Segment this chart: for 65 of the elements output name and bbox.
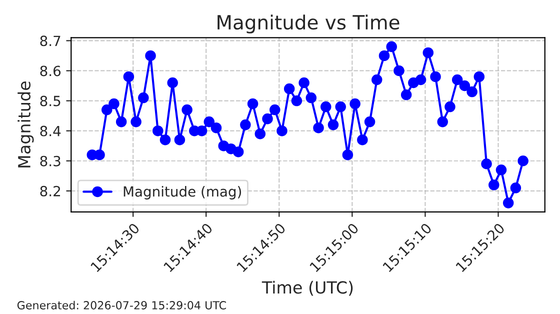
point [357, 134, 368, 146]
point [518, 155, 528, 166]
y-axis-title: Magnitude [18, 82, 34, 168]
point [108, 98, 120, 110]
point [291, 95, 302, 106]
y-tick-label: 8.2 [40, 186, 60, 196]
point [510, 182, 522, 194]
point [160, 134, 171, 146]
point [430, 71, 441, 82]
point [386, 41, 397, 52]
point [123, 71, 134, 82]
point [298, 77, 310, 88]
y-tick-label: 8.6 [40, 66, 61, 76]
point [437, 116, 448, 128]
point [342, 149, 354, 160]
point [481, 158, 492, 170]
point [145, 50, 156, 62]
point [320, 101, 332, 112]
point [452, 74, 463, 86]
point [254, 128, 266, 140]
point [204, 116, 215, 128]
point [335, 101, 346, 112]
point [116, 116, 127, 128]
point [167, 77, 178, 88]
y-tick-label: 8.5 [40, 96, 60, 106]
point [502, 198, 514, 208]
y-tick-label: 8.3 [40, 156, 60, 166]
point [364, 116, 376, 128]
point [422, 47, 434, 58]
point [232, 146, 244, 158]
point [474, 71, 485, 82]
point [276, 125, 288, 136]
point [488, 180, 500, 190]
point [269, 104, 280, 116]
y-tick-label: 8.7 [40, 36, 60, 46]
point [394, 65, 404, 76]
point [313, 122, 324, 134]
point [496, 164, 507, 176]
point [262, 113, 273, 124]
point [306, 92, 317, 104]
point [174, 134, 186, 146]
point [444, 101, 456, 112]
point [152, 125, 164, 136]
point [350, 98, 360, 110]
point [101, 104, 112, 116]
point [182, 104, 192, 116]
point [210, 122, 222, 134]
text: Generated: 2026-07-29 15:29:04 UTC [17, 300, 226, 310]
point [400, 89, 412, 100]
x-axis-title: Time (UTC) [262, 280, 353, 296]
legend-label: Magnitude (mag) [124, 186, 242, 200]
point [372, 74, 382, 86]
point [378, 50, 390, 62]
point [138, 92, 149, 104]
point [247, 98, 258, 110]
point [240, 119, 251, 130]
point [459, 80, 470, 92]
point [284, 83, 295, 94]
point [328, 119, 339, 130]
point [130, 116, 142, 128]
point [466, 86, 478, 98]
y-tick-label: 8.4 [40, 126, 61, 136]
point [94, 149, 105, 160]
point [415, 74, 426, 86]
chart-title: Magnitude vs Time [218, 14, 400, 34]
